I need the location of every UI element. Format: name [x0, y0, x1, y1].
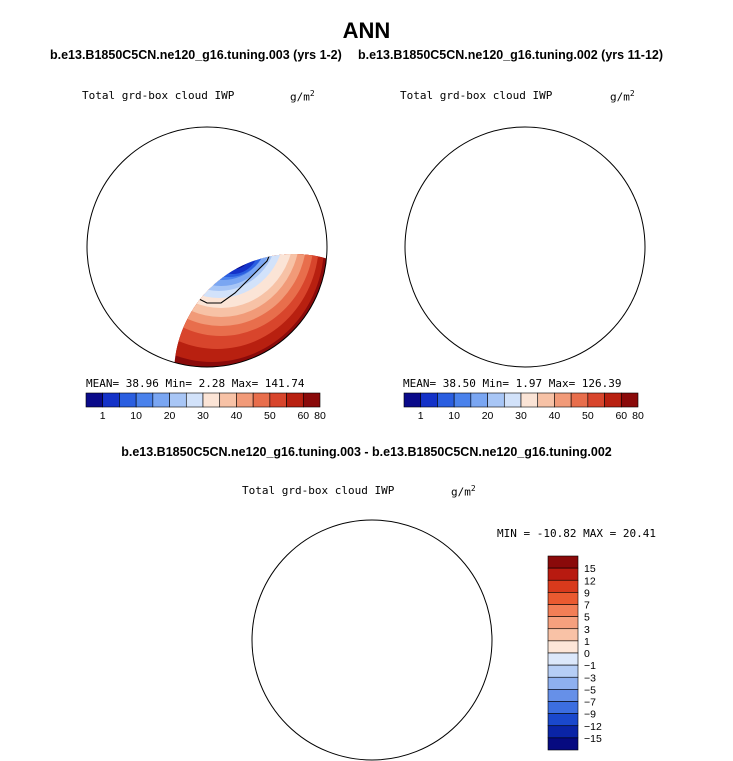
difference-colorbar-box	[547, 592, 579, 605]
panel-1-colorbar-box	[219, 392, 237, 408]
panel-2-colorbar-label: 1	[418, 410, 424, 422]
panel-1-colorbar-box	[169, 392, 187, 408]
difference-colorbar-label: −3	[584, 672, 596, 684]
panel-2-colorbar-box	[587, 392, 605, 408]
difference-colorbar-box	[547, 676, 579, 690]
difference-colorbar-box	[547, 701, 579, 714]
difference-colorbar-box	[547, 689, 579, 702]
difference-colorbar-label: 9	[584, 587, 590, 599]
difference-colorbar-label: 5	[584, 612, 590, 624]
difference-units: g/m2	[451, 484, 476, 499]
panel-2-stats: MEAN= 38.50 Min= 1.97 Max= 126.39	[403, 377, 622, 390]
panel-1-colorbar-box	[119, 392, 137, 408]
panel-2-colorbar-box	[554, 392, 572, 408]
panel-2-colorbar-box	[453, 392, 472, 408]
difference-map	[251, 519, 493, 761]
panel-1-map	[86, 126, 328, 368]
difference-colorbar-box	[547, 616, 579, 630]
panel-1-colorbar-label: 50	[264, 410, 276, 422]
panel-1-variable-label: Total grd-box cloud IWP	[82, 89, 235, 102]
difference-colorbar-label: 7	[584, 600, 590, 612]
panel-2-colorbar-box	[470, 392, 488, 408]
difference-colorbar-box	[547, 725, 579, 739]
panel-2-colorbar-box	[503, 392, 522, 408]
difference-case-title: b.e13.B1850C5CN.ne120_g16.tuning.003 - b…	[121, 445, 612, 459]
panel-1-colorbar-label: 60	[297, 410, 309, 422]
panel-2-colorbar: 1 10 20 30 40 50 60 80	[403, 392, 644, 422]
difference-colorbar-label: 1	[584, 636, 590, 648]
difference-colorbar-label: −1	[584, 660, 596, 672]
difference-colorbar-box	[547, 555, 579, 569]
difference-colorbar-label: −12	[584, 721, 602, 733]
panel-2-units: g/m2	[610, 89, 635, 104]
panel-2-colorbar-box	[520, 392, 539, 408]
panel-1-colorbar-label: 80	[314, 410, 326, 422]
difference-colorbar-box	[547, 579, 579, 593]
panel-1-colorbar-box	[152, 392, 170, 408]
panel-2-colorbar-label: 60	[615, 410, 627, 422]
panel-1-colorbar-box	[252, 392, 271, 408]
panel-1-units: g/m2	[290, 89, 315, 104]
panel-1-colorbar-box	[236, 392, 254, 408]
panel-2-colorbar-box	[620, 392, 639, 408]
panel-2-colorbar-box	[437, 392, 455, 408]
panel-2-colorbar-label: 20	[482, 410, 494, 422]
panel-2-variable-label: Total grd-box cloud IWP	[400, 89, 553, 102]
difference-stats: MIN = -10.82 MAX = 20.41	[497, 527, 656, 540]
panel-1-colorbar-label: 30	[197, 410, 209, 422]
panel-1-colorbar: 1 10 20 30 40 50 60 80	[85, 392, 326, 422]
panel-1-colorbar-box	[302, 392, 321, 408]
panel-2-colorbar-box	[604, 392, 622, 408]
panel-2-colorbar-box	[420, 392, 438, 408]
main-title: ANN	[342, 18, 391, 43]
difference-colorbar-label: −15	[584, 733, 602, 745]
panel-2-colorbar-box	[537, 392, 555, 408]
panel-2-colorbar-label: 80	[632, 410, 644, 422]
panel-1-colorbar-box	[102, 392, 120, 408]
panel-2-colorbar-box	[403, 392, 422, 408]
difference-colorbar-label: −7	[584, 697, 596, 709]
panel-1-colorbar-label: 20	[164, 410, 176, 422]
panel-1-colorbar-box	[202, 392, 221, 408]
difference-colorbar-box	[547, 737, 579, 751]
difference-colorbar-label: 0	[584, 648, 590, 660]
difference-colorbar-label: −5	[584, 684, 596, 696]
difference-colorbar-box	[547, 628, 579, 642]
panel-2-colorbar-label: 40	[549, 410, 561, 422]
panel-2-colorbar-label: 30	[515, 410, 527, 422]
difference-colorbar-box	[547, 640, 579, 654]
panel-2-colorbar-label: 10	[448, 410, 460, 422]
difference-colorbar-box	[547, 652, 579, 666]
difference-colorbar-label: −9	[584, 709, 596, 721]
panel-1-colorbar-box	[185, 392, 204, 408]
panel-1-colorbar-box	[269, 392, 287, 408]
panel-1-stats: MEAN= 38.96 Min= 2.28 Max= 141.74	[86, 377, 305, 390]
panel-1-colorbar-label: 40	[231, 410, 243, 422]
panel-1-colorbar-box	[286, 392, 304, 408]
panel-1-colorbar-label: 10	[130, 410, 142, 422]
panel-1-colorbar-box	[85, 392, 104, 408]
difference-colorbar-box	[547, 713, 579, 727]
difference-colorbar-label: 15	[584, 563, 596, 575]
difference-colorbar-box	[547, 567, 579, 581]
panel-1-colorbar-box	[135, 392, 154, 408]
panel-2-colorbar-box	[570, 392, 589, 408]
difference-variable-label: Total grd-box cloud IWP	[242, 484, 395, 497]
panel-2-colorbar-box	[487, 392, 505, 408]
difference-colorbar-label: 3	[584, 624, 590, 636]
difference-colorbar-box	[547, 604, 579, 617]
difference-colorbar-box	[547, 664, 579, 678]
panel-2-case-title: b.e13.B1850C5CN.ne120_g16.tuning.002 (yr…	[358, 48, 664, 62]
difference-colorbar-label: 12	[584, 575, 596, 587]
panel-2-map	[404, 126, 646, 368]
panel-1-colorbar-label: 1	[100, 410, 106, 422]
panel-2-colorbar-label: 50	[582, 410, 594, 422]
panel-1-case-title: b.e13.B1850C5CN.ne120_g16.tuning.003 (yr…	[50, 48, 342, 62]
